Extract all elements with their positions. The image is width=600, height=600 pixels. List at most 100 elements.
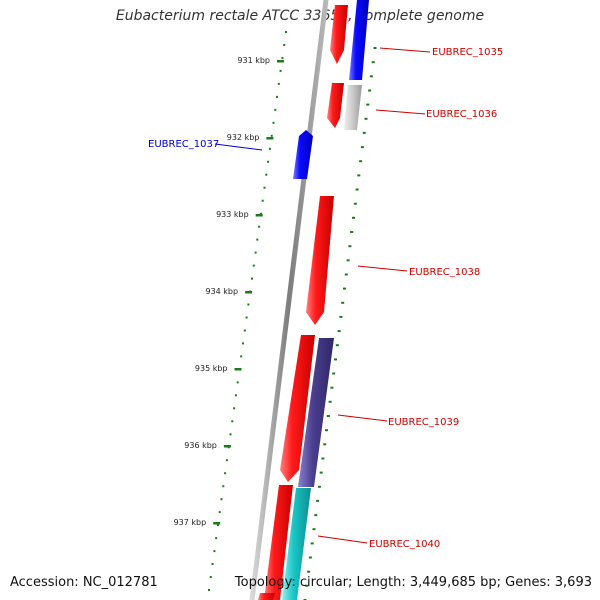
gene-feature-eubrec-1038[interactable] [306, 196, 334, 325]
outer-guide-dot [319, 471, 323, 474]
outer-guide-dot [366, 103, 370, 106]
inner-guide-dot [240, 355, 243, 358]
outer-guide-dot [305, 584, 309, 587]
inner-guide-dot [233, 407, 236, 410]
map-title: Eubacterium rectale ATCC 33656, complete… [115, 8, 485, 24]
inner-guide-dot [283, 44, 286, 46]
gene-feature-eubrec-1037[interactable] [293, 130, 313, 179]
gene-label-eubrec-1039[interactable]: EUBREC_1039 [388, 417, 459, 428]
inner-guide-dot [215, 537, 218, 540]
major-tick [266, 137, 274, 140]
major-tick [277, 60, 284, 63]
inner-guide-dot [258, 225, 261, 228]
gene-label-eubrec-1036[interactable]: EUBREC_1036 [426, 109, 497, 120]
outer-guide-dot [348, 245, 352, 248]
tick-label: 933 kbp [216, 210, 249, 219]
gene-feature-eubrec-1040-cyan[interactable] [282, 488, 311, 600]
outer-guide-dot [321, 457, 325, 460]
gene-label-eubrec-1040[interactable]: EUBREC_1040 [369, 539, 440, 550]
outer-guide-dot [368, 89, 372, 92]
inner-guide-dot [209, 576, 212, 578]
tick-label: 934 kbp [205, 287, 238, 296]
gene-label-eubrec-1035[interactable]: EUBREC_1035 [432, 47, 503, 58]
major-tick [234, 368, 242, 371]
outer-guide-dot [360, 146, 364, 149]
gene-feature-eubrec-1039-purple[interactable] [298, 338, 334, 487]
outer-guide-dot [352, 216, 355, 219]
outer-guide-dot [330, 386, 334, 389]
inner-guide-dot [254, 251, 257, 254]
inner-guide-dot [277, 82, 280, 85]
inner-guide-dot [225, 459, 228, 462]
inner-guide-dot [218, 511, 221, 514]
outer-guide-dot [314, 514, 318, 517]
inner-guide-dot [213, 550, 216, 553]
position-ticks: 931 kbp 932 kbp 933 kbp 934 kbp 935 kbp 936 k… [174, 56, 284, 527]
inner-guide-dot [211, 563, 214, 565]
tick-label: 937 kbp [174, 518, 207, 527]
outer-guide-dot [344, 273, 348, 276]
major-tick [245, 291, 253, 294]
gene-feature-eubrec-1036[interactable] [327, 83, 344, 128]
inner-guide-dot [234, 394, 237, 397]
gene-feature-bottom-partial[interactable] [258, 593, 275, 600]
inner-guide-dot [231, 420, 234, 423]
inner-guide-dot [256, 238, 259, 241]
callout-line-eubrec-1040 [317, 535, 368, 544]
gene-callouts: EUBREC_1035 EUBREC_1036 EUBREC_1037 EUBR… [148, 47, 503, 550]
inner-guide-dot [222, 485, 225, 488]
gene-feature-eubrec-1036-grey[interactable] [344, 85, 362, 130]
inner-guide-dot [268, 147, 271, 150]
outer-guide-dot [310, 542, 314, 545]
inner-guide-dot [252, 264, 255, 267]
gene-label-eubrec-1037[interactable]: EUBREC_1037 [148, 139, 219, 150]
inner-guide-dot [274, 108, 277, 111]
inner-guide-dot [259, 212, 262, 215]
outer-guide-dot [307, 570, 311, 573]
outer-guide-dot [316, 499, 320, 502]
inner-guide-dot [270, 134, 273, 137]
outer-guide-dot [332, 372, 336, 375]
outer-guide-dot [328, 400, 332, 403]
gene-feature-eubrec-1039[interactable] [280, 335, 315, 482]
inner-guide-dot [267, 160, 270, 163]
outer-guide-dot [353, 202, 357, 205]
inner-guide-dot [243, 329, 246, 332]
outer-guide-dot [325, 429, 328, 432]
outer-guide-dot [343, 287, 346, 290]
inner-guide-dot [208, 589, 210, 591]
inner-guide-dot [229, 433, 232, 436]
outer-guide-dot [323, 443, 327, 446]
inner-guide-dot [285, 31, 287, 33]
topology-text: Topology: circular; Length: 3,449,685 bp… [234, 575, 592, 590]
tick-label: 932 kbp [227, 133, 260, 142]
inner-guide-dot [220, 498, 223, 501]
outer-guide-dot [371, 61, 375, 64]
gene-feature-eubrec-1040[interactable] [264, 485, 293, 600]
major-tick [223, 445, 231, 448]
gene-label-eubrec-1038[interactable]: EUBREC_1038 [409, 267, 480, 278]
outer-guide-dot [337, 330, 341, 333]
inner-guide-dot [236, 381, 239, 384]
callout-line-eubrec-1036 [375, 109, 426, 115]
outer-guide-dot [359, 160, 363, 163]
major-tick [255, 214, 263, 217]
callout-line-eubrec-1038 [357, 265, 408, 272]
outer-guide-dot [346, 259, 350, 262]
inner-dotted-guide [208, 31, 287, 591]
outer-guide-dot [350, 231, 354, 233]
outer-guide-dot [326, 415, 330, 417]
outer-guide-dot [335, 344, 339, 347]
inner-guide-dot [224, 472, 227, 475]
callout-line-eubrec-1039 [337, 414, 388, 422]
gene-feature-eubrec-1035[interactable] [330, 5, 348, 64]
tick-label: 935 kbp [195, 364, 228, 373]
tick-label: 931 kbp [237, 56, 270, 65]
outer-guide-dot [362, 131, 366, 134]
outer-guide-dot [373, 47, 377, 49]
gene-feature-eubrec-1035-blue[interactable] [349, 0, 369, 80]
genome-backbone [249, 0, 329, 600]
major-tick [213, 522, 221, 525]
